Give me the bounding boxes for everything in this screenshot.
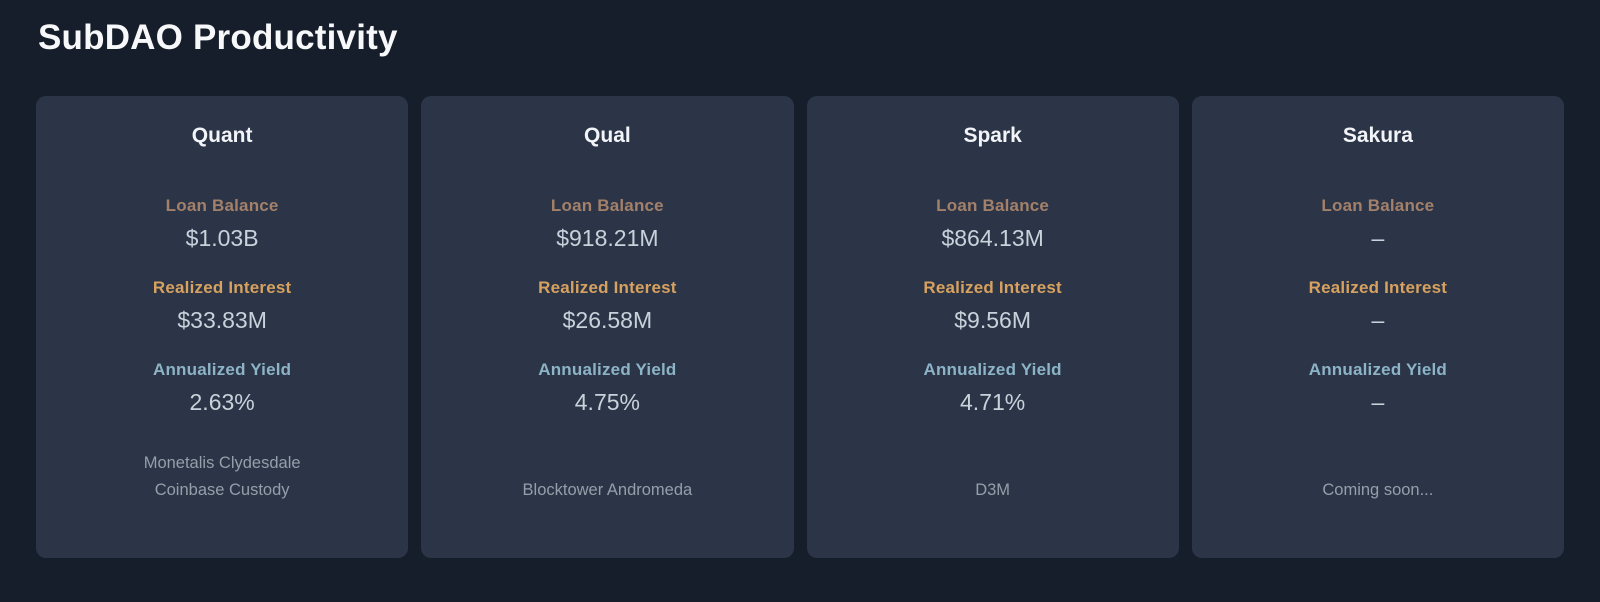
page-title: SubDAO Productivity (38, 18, 398, 57)
annualized-yield-label: Annualized Yield (538, 360, 677, 379)
card-title: Sakura (1342, 124, 1413, 147)
card-footer: Coming soon... (1322, 477, 1433, 530)
loan-balance-label: Loan Balance (1321, 196, 1435, 215)
card-stats: Loan Balance $1.03B Realized Interest $3… (54, 196, 390, 416)
realized-interest-label: Realized Interest (1308, 278, 1448, 297)
card-footer-line: Coming soon... (1322, 480, 1434, 499)
card-footer: Blocktower Andromeda (523, 477, 693, 530)
card-qual: Qual Loan Balance $918.21M Realized Inte… (421, 96, 794, 558)
card-footer-line: D3M (975, 480, 1011, 499)
realized-interest-value: $9.56M (954, 307, 1031, 333)
annualized-yield-value: 4.71% (960, 389, 1026, 415)
loan-balance-label: Loan Balance (550, 196, 664, 215)
stat-annualized-yield: Annualized Yield 2.63% (54, 360, 390, 416)
annualized-yield-label: Annualized Yield (152, 360, 292, 379)
loan-balance-value: – (1371, 225, 1385, 251)
stat-loan-balance: Loan Balance $1.03B (54, 196, 390, 252)
stat-loan-balance: Loan Balance $918.21M (439, 196, 775, 252)
stat-annualized-yield: Annualized Yield 4.71% (825, 360, 1161, 416)
card-footer: Monetalis Clydesdale Coinbase Custody (144, 450, 301, 530)
stat-realized-interest: Realized Interest – (1210, 278, 1546, 334)
card-stats: Loan Balance $918.21M Realized Interest … (439, 196, 775, 416)
card-sakura: Sakura Loan Balance – Realized Interest … (1191, 96, 1564, 558)
loan-balance-value: $1.03B (185, 225, 259, 251)
realized-interest-value: – (1371, 307, 1385, 333)
realized-interest-value: $33.83M (177, 307, 267, 333)
card-title: Qual (584, 124, 631, 147)
loan-balance-label: Loan Balance (936, 196, 1050, 215)
card-stats: Loan Balance $864.13M Realized Interest … (825, 196, 1161, 416)
annualized-yield-value: – (1371, 389, 1385, 415)
card-footer-line: Blocktower Andromeda (522, 480, 693, 499)
realized-interest-label: Realized Interest (923, 278, 1062, 297)
loan-balance-value: $864.13M (941, 225, 1044, 251)
annualized-yield-value: 2.63% (189, 389, 255, 415)
subdao-cards-row: Quant Loan Balance $1.03B Realized Inter… (36, 96, 1564, 558)
card-quant: Quant Loan Balance $1.03B Realized Inter… (36, 96, 409, 558)
card-footer: D3M (975, 477, 1010, 530)
card-title: Quant (191, 124, 253, 147)
annualized-yield-label: Annualized Yield (923, 360, 1062, 379)
card-footer-line: Coinbase Custody (154, 480, 290, 499)
card-footer-line: Monetalis Clydesdale (143, 453, 301, 472)
card-spark: Spark Loan Balance $864.13M Realized Int… (806, 96, 1179, 558)
stat-realized-interest: Realized Interest $26.58M (439, 278, 775, 334)
realized-interest-value: $26.58M (562, 307, 653, 333)
stat-loan-balance: Loan Balance $864.13M (825, 196, 1161, 252)
stat-loan-balance: Loan Balance – (1210, 196, 1546, 252)
stat-realized-interest: Realized Interest $9.56M (825, 278, 1161, 334)
stat-annualized-yield: Annualized Yield – (1210, 360, 1546, 416)
card-title: Spark (963, 124, 1022, 147)
loan-balance-value: $918.21M (556, 225, 659, 251)
realized-interest-label: Realized Interest (152, 278, 292, 297)
card-stats: Loan Balance – Realized Interest – Annua… (1210, 196, 1546, 416)
annualized-yield-label: Annualized Yield (1308, 360, 1448, 379)
loan-balance-label: Loan Balance (165, 196, 279, 215)
stat-realized-interest: Realized Interest $33.83M (54, 278, 390, 334)
stat-annualized-yield: Annualized Yield 4.75% (439, 360, 775, 416)
annualized-yield-value: 4.75% (574, 389, 640, 415)
realized-interest-label: Realized Interest (538, 278, 677, 297)
